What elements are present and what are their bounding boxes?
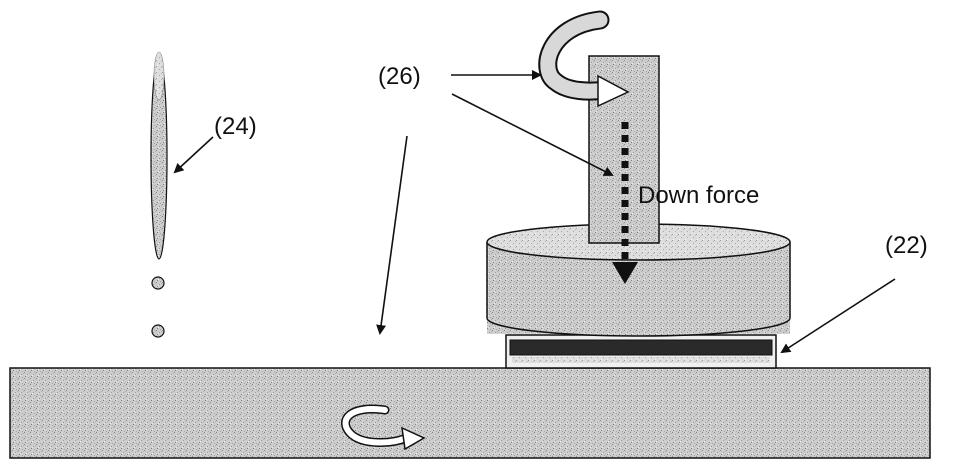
reference-label-24: (24): [214, 113, 257, 140]
down-force-label: Down force: [638, 182, 759, 209]
reference-label-22: (22): [885, 232, 928, 259]
platen: [10, 368, 930, 458]
slurry-droplet: [152, 325, 164, 337]
wafer-pad-layer: [506, 335, 776, 368]
reference-label-26: (26): [378, 63, 421, 90]
slurry-droplet: [152, 277, 164, 289]
slurry-stream: [151, 52, 167, 259]
leader-arrow-22-to-pad: [782, 279, 895, 352]
leader-arrow-24-to-stream: [175, 137, 213, 172]
leader-arrow-26-to-shaft: [452, 94, 612, 175]
leader-arrow-26-to-platen: [380, 136, 407, 333]
